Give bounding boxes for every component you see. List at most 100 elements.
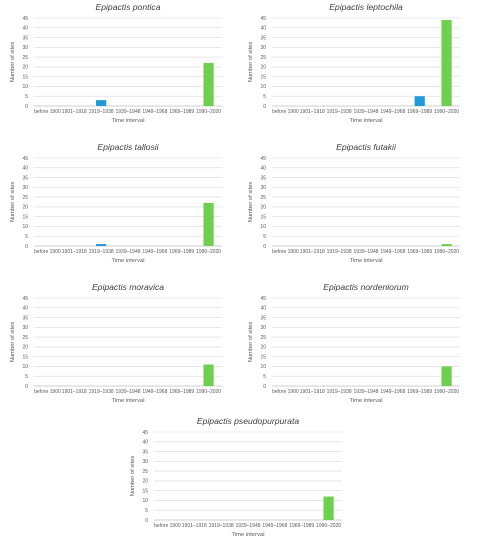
- x-tick-label: before 1900: [34, 389, 61, 395]
- y-axis-label: Number of sites: [248, 182, 254, 223]
- x-tick-label: 1949–1968: [380, 389, 405, 395]
- y-tick-label: 45: [260, 296, 266, 302]
- x-tick-label: before 1900: [272, 249, 299, 255]
- x-tick-label: 1969–1989: [169, 109, 194, 115]
- x-tick-label: 1969–1989: [407, 109, 432, 115]
- x-tick-label: 1939–1948: [353, 389, 378, 395]
- y-tick-label: 0: [263, 104, 266, 110]
- y-tick-label: 45: [22, 296, 28, 302]
- y-tick-label: 5: [25, 94, 28, 100]
- x-tick-label: before 1900: [154, 523, 181, 529]
- y-axis-label: Number of sites: [10, 182, 16, 223]
- bar: [96, 244, 107, 246]
- chart-svg-5: Epipactis nordeniorum 0 5 10 15 20 25 30 35 40 45 b…: [248, 282, 460, 404]
- bar: [203, 364, 214, 386]
- chart-svg-6: Epipactis pseudopurpurata 0 5 10 15 20 25 30 35 4…: [130, 416, 342, 538]
- x-axis-label: Time interval: [350, 398, 383, 404]
- chart-panel-4: Epipactis moravica 0 5 10 15 20 25 30 35 40 45 befo…: [8, 280, 228, 410]
- x-tick-label: 1990–2020: [434, 109, 459, 115]
- y-tick-label: 5: [145, 508, 148, 514]
- y-tick-label: 0: [25, 384, 28, 390]
- x-tick-label: 1949–1968: [380, 109, 405, 115]
- y-tick-label: 10: [22, 224, 28, 230]
- y-tick-label: 20: [22, 65, 28, 71]
- y-tick-label: 15: [260, 214, 266, 220]
- x-tick-label: 1901–1918: [300, 249, 325, 255]
- y-tick-label: 25: [142, 469, 148, 475]
- chart-panel-0: Epipactis pontica 0 5 10 15 20 25 30 35 40 45 befor…: [8, 0, 228, 130]
- y-tick-label: 25: [260, 195, 266, 201]
- y-tick-label: 10: [22, 364, 28, 370]
- y-tick-label: 35: [260, 175, 266, 181]
- x-axis-label: Time interval: [112, 118, 145, 124]
- y-tick-label: 45: [22, 16, 28, 22]
- x-tick-label: 1969–1989: [169, 389, 194, 395]
- chart-panel-1: Epipactis leptochila 0 5 10 15 20 25 30 35 40 45 be…: [246, 0, 466, 130]
- x-tick-label: 1990–2020: [434, 389, 459, 395]
- x-tick-label: before 1900: [34, 249, 61, 255]
- y-tick-label: 0: [263, 244, 266, 250]
- y-tick-label: 25: [22, 55, 28, 61]
- x-tick-label: 1919–1938: [89, 389, 114, 395]
- y-tick-label: 5: [263, 94, 266, 100]
- x-tick-label: 1969–1989: [407, 389, 432, 395]
- y-tick-label: 20: [260, 345, 266, 351]
- bar: [323, 496, 334, 520]
- x-axis-label: Time interval: [232, 532, 265, 538]
- y-tick-label: 40: [22, 26, 28, 32]
- y-tick-label: 40: [260, 26, 266, 32]
- y-tick-label: 15: [260, 354, 266, 360]
- chart-panel-5: Epipactis nordeniorum 0 5 10 15 20 25 30 35 40 45 b…: [246, 280, 466, 410]
- y-tick-label: 40: [22, 166, 28, 172]
- y-tick-label: 0: [25, 104, 28, 110]
- chart-panel-6: Epipactis pseudopurpurata 0 5 10 15 20 25 30 35 4…: [128, 414, 348, 544]
- y-axis-label: Number of sites: [10, 42, 16, 83]
- x-axis-label: Time interval: [350, 258, 383, 264]
- y-tick-label: 15: [22, 214, 28, 220]
- y-tick-label: 45: [142, 430, 148, 436]
- x-tick-label: 1949–1968: [142, 249, 167, 255]
- x-tick-label: 1990–2020: [434, 249, 459, 255]
- x-tick-label: 1939–1948: [353, 249, 378, 255]
- y-tick-label: 20: [260, 205, 266, 211]
- y-tick-label: 20: [260, 65, 266, 71]
- y-tick-label: 0: [263, 384, 266, 390]
- x-axis-label: Time interval: [112, 258, 145, 264]
- y-tick-label: 20: [22, 205, 28, 211]
- y-tick-label: 35: [260, 35, 266, 41]
- chart-panel-2: Epipactis tallosii 0 5 10 15 20 25 30 35 40 45 befo…: [8, 140, 228, 270]
- y-tick-label: 40: [260, 166, 266, 172]
- x-tick-label: 1949–1968: [142, 109, 167, 115]
- x-tick-label: 1939–1948: [115, 389, 140, 395]
- chart-title: Epipactis leptochila: [329, 2, 403, 12]
- chart-title: Epipactis nordeniorum: [323, 282, 409, 292]
- x-tick-label: 1919–1938: [89, 249, 114, 255]
- x-tick-label: before 1900: [34, 109, 61, 115]
- y-tick-label: 30: [260, 325, 266, 331]
- y-tick-label: 35: [22, 315, 28, 321]
- y-tick-label: 30: [260, 45, 266, 51]
- x-tick-label: 1949–1968: [380, 249, 405, 255]
- y-axis-label: Number of sites: [10, 322, 16, 363]
- bar: [441, 19, 452, 107]
- y-tick-label: 20: [22, 345, 28, 351]
- x-tick-label: 1939–1948: [235, 523, 260, 529]
- y-tick-label: 5: [263, 234, 266, 240]
- y-tick-label: 10: [260, 84, 266, 90]
- y-tick-label: 10: [22, 84, 28, 90]
- y-tick-label: 10: [260, 364, 266, 370]
- bar: [203, 202, 214, 246]
- y-tick-label: 30: [22, 325, 28, 331]
- y-tick-label: 20: [142, 479, 148, 485]
- y-axis-label: Number of sites: [248, 42, 254, 83]
- x-tick-label: 1919–1938: [209, 523, 234, 529]
- bar: [96, 100, 107, 106]
- x-tick-label: 1919–1938: [327, 109, 352, 115]
- y-tick-label: 25: [260, 55, 266, 61]
- x-tick-label: before 1900: [272, 389, 299, 395]
- x-tick-label: 1990–2020: [316, 523, 341, 529]
- y-tick-label: 5: [263, 374, 266, 380]
- bar: [441, 366, 452, 386]
- x-axis-label: Time interval: [112, 398, 145, 404]
- chart-title: Epipactis moravica: [92, 282, 164, 292]
